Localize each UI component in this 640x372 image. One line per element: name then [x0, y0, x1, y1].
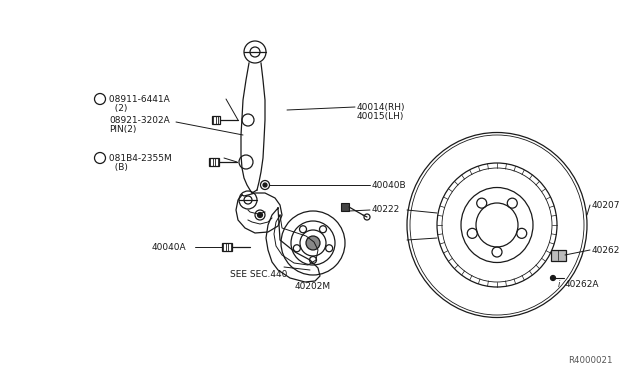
Text: 40040B: 40040B: [372, 181, 406, 190]
Circle shape: [550, 276, 556, 280]
Text: 40014(RH): 40014(RH): [357, 103, 406, 112]
Text: PIN(2): PIN(2): [109, 125, 136, 134]
Text: R4000021: R4000021: [568, 356, 612, 365]
FancyBboxPatch shape: [341, 203, 349, 211]
Text: (B): (B): [109, 163, 128, 172]
FancyBboxPatch shape: [209, 158, 219, 166]
Circle shape: [257, 212, 262, 218]
Text: 40262A: 40262A: [565, 280, 600, 289]
Text: (2): (2): [109, 104, 127, 113]
Text: i: i: [558, 280, 561, 289]
Text: 08911-6441A: 08911-6441A: [106, 95, 170, 104]
Text: 40262: 40262: [592, 246, 620, 255]
Circle shape: [306, 236, 320, 250]
Circle shape: [263, 183, 267, 187]
Text: 40202M: 40202M: [295, 282, 331, 291]
Text: 08921-3202A: 08921-3202A: [109, 116, 170, 125]
FancyBboxPatch shape: [222, 243, 232, 251]
Text: 40207: 40207: [592, 201, 621, 210]
Text: 081B4-2355M: 081B4-2355M: [106, 154, 172, 163]
Text: 40015(LH): 40015(LH): [357, 112, 404, 121]
FancyBboxPatch shape: [550, 250, 566, 260]
Text: 40222: 40222: [372, 205, 400, 214]
Text: 40040A: 40040A: [152, 243, 187, 252]
FancyBboxPatch shape: [212, 116, 220, 124]
Text: SEE SEC.440: SEE SEC.440: [230, 270, 287, 279]
